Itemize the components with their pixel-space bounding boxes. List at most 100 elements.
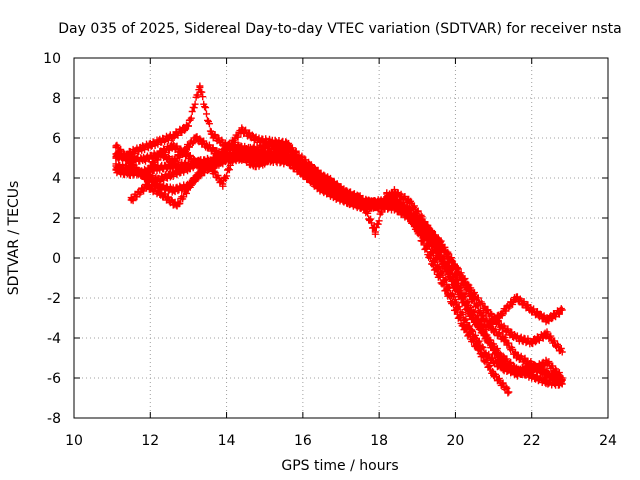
data-point: [490, 326, 498, 334]
data-point: [390, 188, 398, 196]
data-point: [444, 290, 452, 298]
x-tick-label: 12: [141, 433, 159, 449]
data-point: [181, 146, 189, 154]
data-point: [345, 198, 353, 206]
data-point: [184, 152, 192, 160]
data-point: [261, 158, 269, 166]
data-point: [406, 198, 414, 206]
data-point: [329, 190, 337, 198]
data-point: [413, 226, 421, 234]
data-point: [249, 154, 257, 162]
y-tick-label: 10: [43, 51, 61, 67]
data-point: [215, 150, 223, 158]
data-point: [387, 198, 395, 206]
chart-title: Day 035 of 2025, Sidereal Day-to-day VTE…: [58, 21, 621, 37]
data-point: [196, 82, 204, 90]
data-point: [204, 160, 211, 168]
data-point: [169, 142, 177, 150]
data-point: [249, 162, 257, 170]
data-point: [512, 370, 520, 378]
data-point: [295, 162, 303, 170]
data-point: [512, 294, 520, 302]
data-point: [558, 348, 566, 356]
data-point: [398, 206, 406, 214]
data-point: [501, 336, 509, 344]
x-tick-label: 16: [294, 433, 312, 449]
data-point: [409, 216, 417, 224]
data-point: [524, 358, 532, 366]
y-tick-label: -2: [47, 291, 61, 307]
data-point: [371, 228, 379, 236]
data-point: [158, 190, 166, 198]
data-point: [432, 234, 440, 242]
y-tick-label: -4: [47, 331, 61, 347]
data-point: [139, 170, 147, 178]
data-point: [436, 254, 444, 262]
data-point: [558, 376, 566, 384]
data-point: [192, 134, 200, 142]
data-point: [268, 138, 276, 146]
data-point: [112, 150, 120, 158]
data-point: [139, 144, 147, 152]
data-point: [329, 180, 337, 188]
x-tick-label: 24: [599, 433, 617, 449]
data-point: [123, 164, 131, 172]
data-point: [112, 162, 120, 170]
data-point: [158, 150, 166, 158]
data-point: [123, 154, 131, 162]
data-point: [154, 176, 162, 184]
data-point: [204, 142, 211, 150]
y-tick-label: 8: [52, 91, 61, 107]
data-point: [429, 260, 437, 268]
data-point: [478, 312, 486, 320]
data-point: [490, 370, 498, 378]
data-point: [444, 252, 452, 260]
data-point: [154, 164, 162, 172]
data-point: [184, 164, 192, 172]
y-tick-label: 0: [52, 251, 61, 267]
data-point: [169, 186, 177, 194]
data-point: [547, 372, 555, 380]
data-point: [142, 182, 150, 190]
data-point: [295, 152, 303, 160]
data-point: [482, 334, 490, 342]
data-point: [219, 180, 227, 188]
data-point: [127, 196, 135, 204]
x-tick-label: 20: [447, 433, 465, 449]
data-point: [528, 306, 536, 314]
y-tick-label: -8: [47, 411, 61, 427]
series-track-7: [146, 133, 566, 385]
data-point: [375, 200, 383, 208]
y-axis-label: SDTVAR / TECUs: [6, 181, 22, 296]
data-point: [497, 322, 505, 330]
data-point: [188, 178, 196, 186]
data-point: [284, 142, 292, 150]
data-point: [558, 306, 566, 314]
data-point: [451, 282, 459, 290]
data-point: [238, 152, 246, 160]
y-tick-label: 6: [52, 131, 61, 147]
data-point: [364, 198, 372, 206]
data-point: [467, 292, 475, 300]
data-point: [173, 202, 181, 210]
data-point: [154, 138, 162, 146]
data-point: [352, 194, 360, 202]
y-tick-label: 4: [52, 171, 61, 187]
data-point: [535, 366, 543, 374]
data-point: [238, 126, 246, 134]
x-tick-label: 18: [370, 433, 388, 449]
data-point: [169, 170, 177, 178]
data-point: [512, 334, 520, 342]
data-point: [207, 130, 215, 138]
data-point: [543, 378, 551, 386]
data-point: [383, 190, 391, 198]
data-point: [146, 162, 154, 170]
x-tick-label: 14: [218, 433, 236, 449]
data-point: [543, 358, 551, 366]
data-point: [497, 358, 505, 366]
data-point: [253, 136, 261, 144]
data-point: [169, 132, 177, 140]
data-point: [169, 158, 177, 166]
data-point: [512, 352, 520, 360]
